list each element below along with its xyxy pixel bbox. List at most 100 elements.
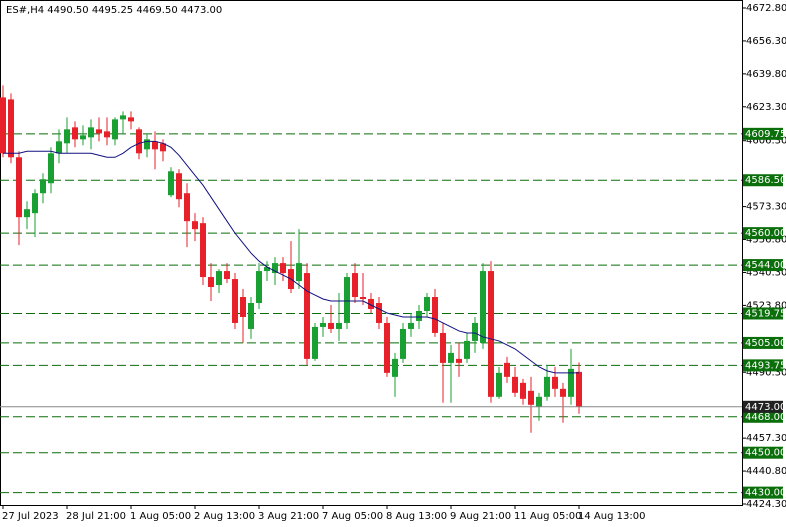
y-tick-label: 4556.80 [746, 235, 786, 246]
level-label-box [743, 336, 783, 349]
candle-body [368, 299, 374, 309]
candle-body [344, 277, 350, 323]
candle-body [352, 273, 358, 298]
candle-body [456, 358, 462, 363]
candle-body [112, 119, 118, 140]
x-tick-label: 11 Aug 05:00 [514, 511, 581, 522]
candle-body [144, 139, 150, 150]
candle-body [360, 297, 366, 300]
candle-body [176, 173, 182, 200]
level-label-box [743, 259, 783, 272]
candle-body [552, 376, 558, 389]
y-tick-label: 4440.80 [746, 466, 786, 477]
y-tick-label: 4424.30 [746, 499, 786, 510]
candle-body [336, 322, 342, 329]
candle-body [432, 297, 438, 333]
candle-body [64, 129, 70, 144]
candle-body [440, 332, 446, 363]
candle-body [376, 303, 382, 323]
candle-body [480, 271, 486, 343]
current-price-label: 4473.00 [745, 402, 786, 413]
candle-body [56, 141, 62, 154]
candle-body [568, 368, 574, 397]
level-label-box [743, 486, 783, 499]
x-tick-label: 2 Aug 13:00 [194, 511, 255, 522]
candle-body [32, 193, 38, 214]
candle-body [208, 277, 214, 288]
level-label-box [743, 446, 783, 459]
candle-body [264, 267, 270, 272]
candle-body [384, 322, 390, 373]
candle-body [16, 157, 22, 218]
y-tick-label: 4623.30 [746, 102, 786, 113]
candle-body [0, 97, 6, 154]
candle-body [296, 263, 302, 282]
x-tick-label: 3 Aug 21:00 [258, 511, 319, 522]
candle-body [320, 322, 326, 327]
candle-body [136, 129, 142, 154]
candle-body [424, 297, 430, 311]
candle-body [200, 223, 206, 278]
candle-body [80, 135, 86, 140]
candle-body [304, 273, 310, 359]
plot-frame [0, 0, 743, 506]
level-label-box [743, 174, 783, 187]
level-label: 4505.00 [745, 338, 786, 349]
y-tick-label: 4490.30 [746, 367, 786, 378]
level-label: 4430.00 [745, 488, 786, 499]
candle-body [184, 193, 190, 222]
x-tick-label: 27 Jul 2023 [2, 511, 59, 522]
candle-body [168, 171, 174, 196]
candle-body [520, 382, 526, 399]
candle-body [240, 297, 246, 317]
candle-body [392, 358, 398, 377]
candle-body [24, 209, 30, 218]
candle-body [488, 271, 494, 397]
candle-body [40, 179, 46, 194]
candle-body [216, 271, 222, 286]
candle-body [400, 328, 406, 359]
candle-body [224, 271, 230, 280]
level-label: 4519.75 [745, 308, 786, 319]
candle-body [248, 303, 254, 329]
candle-body [536, 396, 542, 407]
level-label-box [743, 227, 783, 240]
level-label: 4544.00 [745, 260, 786, 271]
candle-body [96, 129, 102, 134]
candle-body [232, 279, 238, 323]
x-tick-label: 9 Aug 21:00 [450, 511, 511, 522]
x-tick-label: 14 Aug 13:00 [578, 511, 645, 522]
y-tick-label: 4540.30 [746, 267, 786, 278]
level-label: 4560.00 [745, 228, 786, 239]
candle-body [560, 388, 566, 397]
candle-body [528, 390, 534, 405]
candle-body [408, 322, 414, 329]
candle-body [8, 99, 14, 158]
candle-body [496, 372, 502, 397]
candle-body [152, 141, 158, 150]
x-tick-label: 7 Aug 05:00 [322, 511, 383, 522]
y-tick-label: 4656.30 [746, 36, 786, 47]
candle-body [504, 362, 510, 377]
chart-title: ES#,H4 4490.50 4495.25 4469.50 4473.00 [6, 5, 222, 16]
candle-body [416, 310, 422, 321]
level-label: 4609.75 [745, 129, 786, 140]
candle-body [312, 326, 318, 359]
candle-body [464, 340, 470, 359]
moving-average [3, 140, 579, 374]
level-label: 4493.75 [745, 360, 786, 371]
candle-body [576, 371, 582, 407]
level-label-box [743, 359, 783, 372]
y-tick-label: 4606.30 [746, 136, 786, 147]
candle-body [472, 322, 478, 341]
candle-body [272, 263, 278, 274]
x-tick-label: 28 Jul 21:00 [66, 511, 126, 522]
candle-body [88, 127, 94, 138]
candle-body [72, 127, 78, 140]
candle-body [120, 115, 126, 120]
candle-body [160, 143, 166, 152]
level-label-box [743, 127, 783, 140]
candle-body [104, 131, 110, 138]
